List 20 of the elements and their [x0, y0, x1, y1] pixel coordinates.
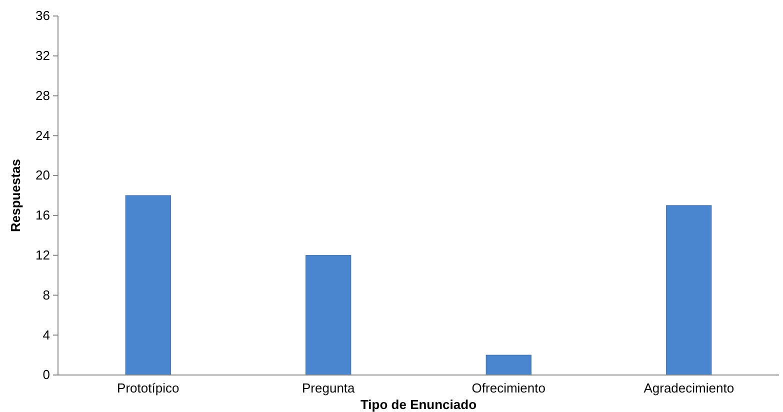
- y-tick-label: 4: [42, 327, 50, 342]
- bar: [486, 354, 532, 376]
- y-tick-label: 0: [42, 367, 50, 382]
- x-tick-label: Prototípico: [117, 380, 180, 396]
- y-tick-label: 32: [36, 48, 50, 64]
- y-tick-label: 12: [36, 247, 50, 262]
- bar: [666, 205, 712, 376]
- bar: [125, 195, 171, 376]
- y-tick-label: 28: [36, 88, 50, 103]
- y-tick-label: 36: [36, 8, 50, 24]
- y-tick-label: 20: [36, 168, 50, 183]
- x-tick-label: Ofrecimiento: [472, 380, 546, 396]
- x-tick-label: Pregunta: [302, 380, 356, 396]
- bar: [306, 255, 352, 376]
- y-axis-title: Respuestas: [8, 159, 23, 232]
- y-tick-label: 16: [36, 208, 50, 223]
- y-tick-label: 8: [42, 287, 50, 302]
- x-axis-title: Tipo de Enunciado: [360, 397, 477, 412]
- x-tick-label: Agradecimiento: [644, 380, 734, 396]
- y-tick-label: 24: [36, 128, 50, 143]
